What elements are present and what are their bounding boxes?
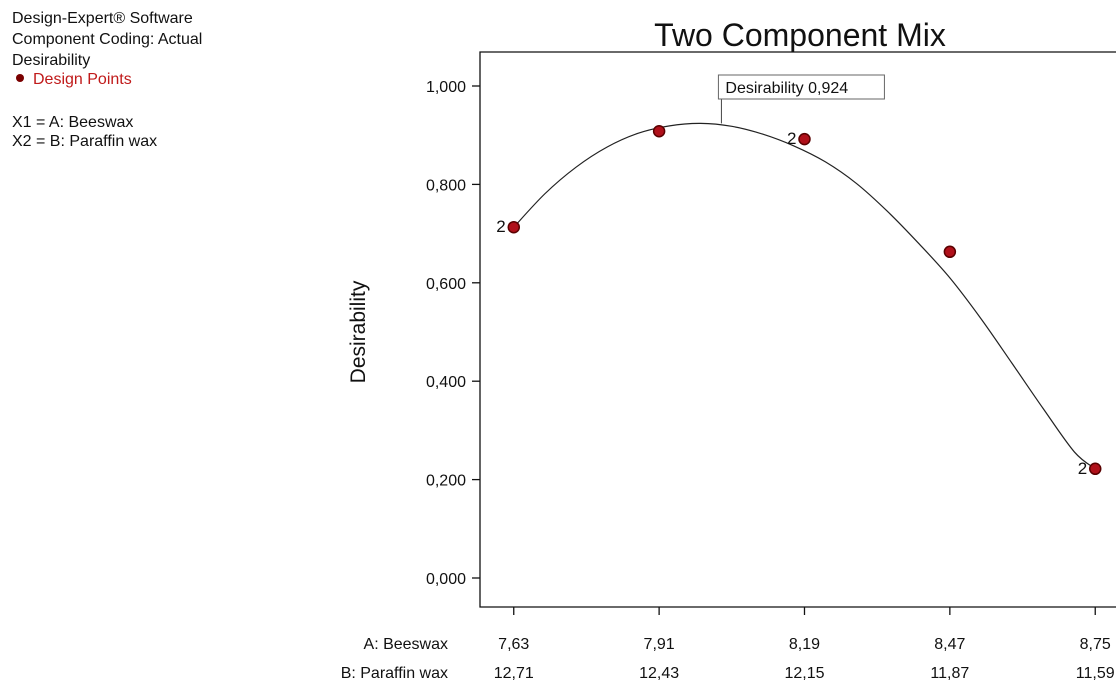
- design-point: [943, 245, 957, 259]
- x-tick-label: 12,43: [639, 665, 679, 682]
- y-tick-label: 0,200: [426, 473, 466, 490]
- x-tick-label: 7,91: [644, 636, 675, 653]
- annotation-box: [717, 74, 885, 100]
- x-axis-row-label: B: Paraffin wax: [341, 665, 448, 682]
- design-point-replicate-label: 2: [787, 129, 796, 148]
- desirability-curve: [513, 122, 1096, 470]
- x-tick-label: 11,87: [930, 665, 969, 682]
- design-point-replicate-label: 2: [496, 217, 505, 236]
- x-tick-label: 8,75: [1080, 636, 1111, 653]
- design-point: [1088, 462, 1102, 476]
- x-tick-label: 12,15: [784, 665, 824, 682]
- design-point-legend-marker: [16, 74, 24, 82]
- component-coding: Component Coding: Actual: [12, 31, 203, 48]
- design-point: [798, 132, 811, 146]
- y-tick-label: 0,600: [426, 276, 466, 293]
- x-tick-label: 11,59: [1076, 665, 1115, 682]
- y-axis-label: Desirability: [347, 280, 370, 383]
- chart-title: Two Component Mix: [654, 17, 946, 53]
- x-axis-row-label: A: Beeswax: [364, 636, 448, 653]
- x2-definition: X2 = B: Paraffin wax: [12, 133, 158, 150]
- plot-area: 0,000 0,200 0,400 0,600 0,800 1,000 7,63 12,71 7…: [341, 51, 1116, 682]
- x1-definition: X1 = A: Beeswax: [12, 114, 134, 131]
- design-point-replicate-label: 2: [1078, 459, 1087, 478]
- plot-frame: [479, 51, 1116, 608]
- y-tick-label: 0,400: [426, 374, 466, 391]
- x-tick-label: 12,71: [494, 665, 534, 682]
- design-points-legend: Design Points: [12, 71, 132, 89]
- design-points-legend-label: Design Points: [33, 71, 132, 88]
- response-name: Desirability: [12, 52, 91, 69]
- x-tick-label: 7,63: [498, 636, 529, 653]
- x-tick-label: 8,47: [934, 636, 965, 653]
- design-point: [652, 125, 666, 138]
- x-tick-label: 8,19: [789, 636, 820, 653]
- software-name: Design-Expert® Software: [12, 10, 193, 27]
- y-tick-label: 0,000: [426, 571, 466, 588]
- annotation-label: Desirability 0,924: [725, 80, 848, 97]
- y-tick-label: 0,800: [426, 177, 466, 194]
- design-point: [507, 220, 520, 234]
- y-tick-label: 1,000: [426, 79, 466, 96]
